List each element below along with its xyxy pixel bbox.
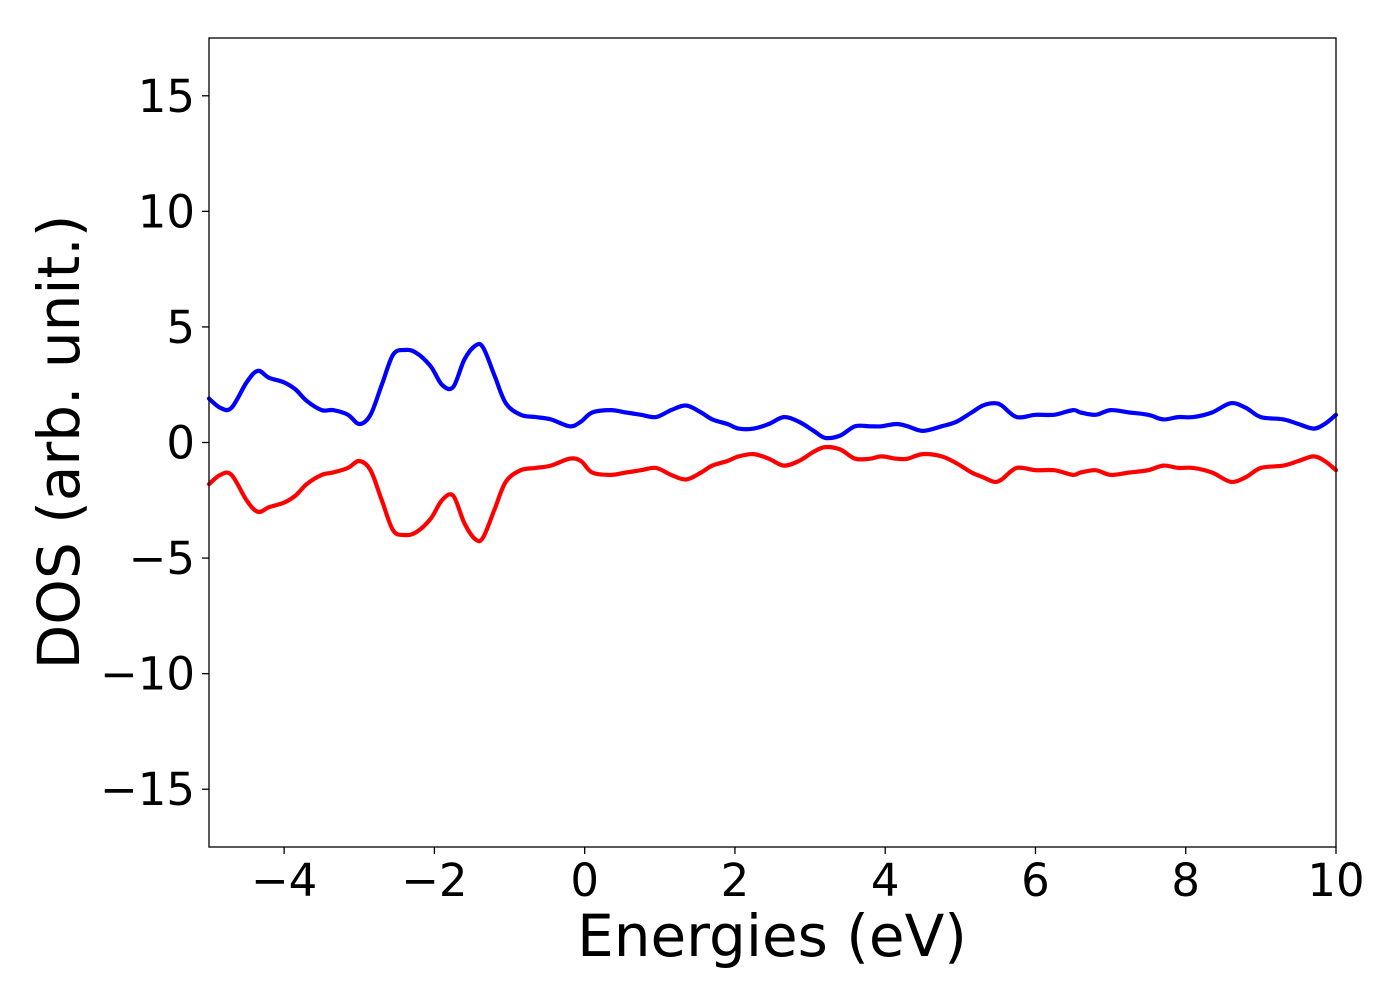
x-tick-label: −2 bbox=[401, 854, 467, 907]
y-tick-label: 15 bbox=[138, 70, 195, 123]
x-tick-label: 8 bbox=[1171, 854, 1200, 907]
y-tick-label: −10 bbox=[100, 648, 195, 701]
y-axis-label: DOS (arb. unit.) bbox=[25, 215, 93, 670]
spin-up-dos-line bbox=[206, 341, 1339, 441]
x-tick-label: 2 bbox=[721, 854, 750, 907]
series-layer bbox=[206, 341, 1339, 544]
plot-frame bbox=[208, 37, 1337, 848]
x-tick-label: 0 bbox=[570, 854, 599, 907]
y-tick-label: 10 bbox=[138, 185, 195, 238]
x-axis: −4 −2 0 2 4 6 8 10 bbox=[251, 847, 1365, 907]
x-axis-label: Energies (eV) bbox=[577, 902, 967, 970]
y-axis: −15 −10 −5 0 5 10 15 bbox=[100, 70, 209, 816]
x-tick-label: 4 bbox=[871, 854, 900, 907]
y-tick-label: 5 bbox=[166, 301, 195, 354]
spin-down-dos-line bbox=[206, 444, 1339, 544]
x-tick-label: 6 bbox=[1021, 854, 1050, 907]
y-tick-label: −5 bbox=[129, 532, 195, 585]
y-tick-label: −15 bbox=[100, 763, 195, 816]
y-tick-label: 0 bbox=[166, 417, 195, 470]
x-tick-label: 10 bbox=[1307, 854, 1364, 907]
x-tick-label: −4 bbox=[251, 854, 317, 907]
